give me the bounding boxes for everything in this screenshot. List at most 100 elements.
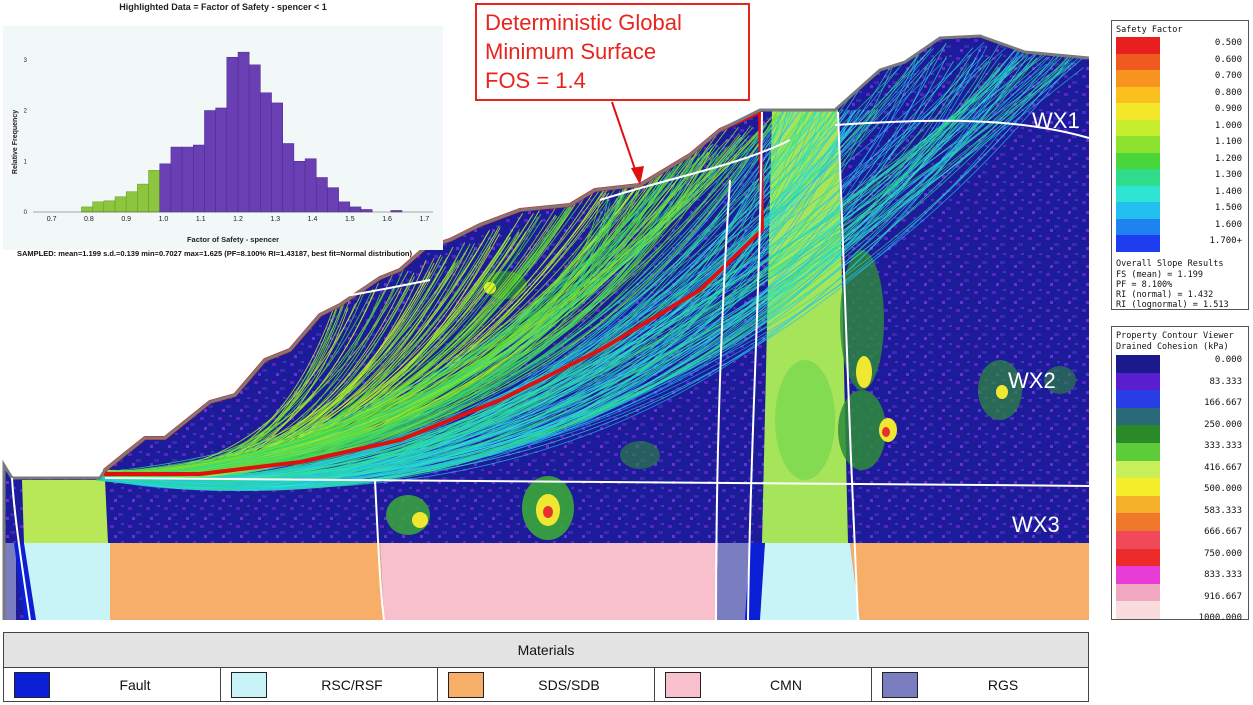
histogram-bar — [304, 158, 317, 213]
safety-legend-swatch — [1116, 235, 1160, 252]
zone-label-wx3: WX3 — [1012, 512, 1060, 537]
safety-legend-swatch — [1116, 202, 1160, 219]
cohesion-legend-title: Property Contour Viewer — [1116, 331, 1234, 341]
histogram-bar — [215, 107, 228, 213]
materials-legend: Materials Fault RSC/RSF SDS/SDB CMN RGS — [3, 632, 1089, 702]
safety-legend-label: 1.000 — [1214, 120, 1242, 131]
histogram-bar — [260, 92, 272, 213]
histogram-bar — [114, 196, 127, 213]
slope-surface — [2, 34, 1090, 480]
cohesion-legend-swatch — [1116, 478, 1160, 497]
safety-legend-label: 0.800 — [1214, 87, 1242, 98]
cohesion-legend-swatch — [1116, 390, 1160, 409]
histogram-x-tick: 1.2 — [233, 216, 243, 223]
cohesion-legend-swatch — [1116, 407, 1160, 426]
material-cmn: CMN — [655, 668, 872, 702]
histogram-bar — [349, 206, 362, 213]
histogram-bar — [92, 201, 105, 213]
histogram-x-tick: 1.0 — [159, 216, 169, 223]
cohesion-legend-swatch — [1116, 531, 1160, 549]
histogram-x-tick: 1.7 — [419, 216, 429, 223]
histogram-chart: Relative Frequency Factor of Safety - sp… — [3, 26, 443, 250]
cohesion-legend-swatch — [1116, 601, 1160, 620]
histogram-x-tick: 0.9 — [121, 216, 131, 223]
safety-legend-swatch — [1116, 136, 1160, 153]
safety-legend-label: 1.100 — [1214, 137, 1242, 147]
cohesion-legend-label: 1000.000 — [1198, 613, 1242, 623]
material-sds-sdb: SDS/SDB — [438, 668, 655, 702]
histogram-bar — [293, 161, 306, 213]
cohesion-legend-label: 666.667 — [1204, 527, 1242, 537]
safety-legend-label: 0.900 — [1214, 104, 1242, 114]
histogram-bar — [137, 183, 149, 213]
histogram-bar — [338, 201, 351, 213]
zone-label-wx2: WX2 — [1008, 368, 1056, 393]
cohesion-legend-swatch — [1116, 548, 1160, 567]
safety-legend-swatch — [1116, 218, 1160, 236]
callout-line-1: Deterministic Global — [485, 10, 682, 35]
safety-legend-label: 0.600 — [1214, 54, 1242, 65]
cohesion-legend-label: 833.333 — [1204, 570, 1242, 580]
histogram-bar — [327, 187, 339, 213]
safety-legend-label: 1.300 — [1214, 170, 1242, 180]
safety-legend-label: 1.700+ — [1209, 236, 1242, 246]
cohesion-legend-label: 500.000 — [1204, 484, 1242, 494]
safety-legend-swatch — [1116, 53, 1160, 71]
cohesion-legend-label: 750.000 — [1204, 548, 1242, 559]
histogram-y-tick: 1 — [24, 159, 28, 165]
material-fault: Fault — [4, 668, 221, 702]
safety-legend-label: 1.200 — [1214, 153, 1242, 164]
material-swatch — [665, 672, 701, 698]
histogram-bar — [193, 144, 205, 213]
histogram-bar — [103, 200, 116, 213]
histogram-bar — [125, 191, 138, 213]
histogram-ylabel: Relative Frequency — [12, 110, 19, 174]
material-swatch — [14, 672, 50, 698]
safety-legend-swatch — [1116, 119, 1160, 137]
histogram-bar — [248, 64, 261, 213]
histogram-x-tick: 1.3 — [270, 216, 280, 223]
materials-title: Materials — [4, 633, 1088, 668]
cohesion-legend-swatch — [1116, 566, 1160, 585]
safety-legend-swatch — [1116, 169, 1160, 186]
safety-legend-label: 0.700 — [1214, 71, 1242, 81]
histogram-xlabel: Factor of Safety - spencer — [187, 235, 279, 244]
material-swatch — [882, 672, 918, 698]
histogram-x-tick: 0.8 — [84, 216, 94, 223]
safety-factor-legend: Safety Factor 0.500 0.600 0.700 0.800 0.900 1… — [1111, 20, 1249, 310]
cohesion-legend-swatch — [1116, 495, 1160, 514]
boundaries — [11, 111, 1090, 621]
material-rgs: RGS — [872, 668, 1088, 702]
histogram-x-tick: 1.4 — [308, 216, 318, 223]
callout-line-2: Minimum Surface — [485, 39, 657, 64]
material-label: Fault — [119, 677, 151, 693]
cohesion-legend-label: 583.333 — [1204, 505, 1242, 516]
histogram-y-tick: 3 — [24, 58, 28, 64]
cohesion-legend-swatch — [1116, 583, 1160, 602]
histogram-bar — [181, 146, 194, 213]
safety-legend-label: 1.600 — [1214, 219, 1242, 230]
cohesion-legend-label: 250.000 — [1204, 419, 1242, 430]
safety-legend-label: 1.500 — [1214, 203, 1242, 213]
histogram-title: Highlighted Data = Factor of Safety - sp… — [119, 2, 327, 12]
cohesion-legend-label: 916.667 — [1204, 591, 1242, 602]
histogram-bar — [237, 51, 250, 213]
cohesion-legend-label: 416.667 — [1204, 462, 1242, 473]
cohesion-legend-swatch — [1116, 425, 1160, 444]
material-swatch — [448, 672, 484, 698]
histogram-y-tick: 0 — [24, 210, 28, 216]
cohesion-legend-label: 166.667 — [1204, 398, 1242, 408]
histogram-stats: SAMPLED: mean=1.199 s.d.=0.139 min=0.702… — [17, 249, 412, 258]
cohesion-legend-swatch — [1116, 443, 1160, 461]
cohesion-legend-swatch — [1116, 372, 1160, 391]
material-label: RGS — [987, 677, 1019, 693]
safety-legend-swatch — [1116, 185, 1160, 203]
cohesion-legend-subtitle: Drained Cohesion (kPa) — [1116, 342, 1229, 352]
material-swatch — [231, 672, 267, 698]
histogram-bar — [148, 170, 160, 213]
cohesion-legend-label: 83.333 — [1209, 376, 1242, 387]
results-title: Overall Slope Results — [1116, 259, 1224, 269]
safety-legend-swatch — [1116, 86, 1160, 104]
histogram-bar — [170, 146, 183, 213]
